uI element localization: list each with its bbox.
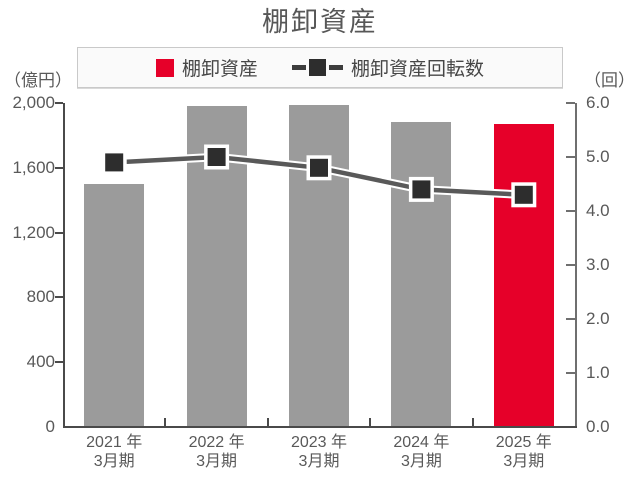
bar-2024年3月期 bbox=[391, 122, 452, 427]
legend-item-turnover: 棚卸資産回転数 bbox=[292, 54, 484, 81]
line-marker-2021年3月期 bbox=[101, 149, 127, 175]
left-axis-tick bbox=[55, 231, 63, 234]
x-axis-tick bbox=[266, 418, 269, 426]
x-axis-category-label: 2023 年 3月期 bbox=[290, 434, 348, 470]
line-marker-icon bbox=[292, 59, 343, 76]
left-axis-tick-label: 400 bbox=[26, 352, 55, 372]
dash-icon bbox=[292, 65, 306, 70]
right-axis-tick-label: 5.0 bbox=[586, 147, 610, 166]
legend-label: 棚卸資産回転数 bbox=[351, 59, 485, 80]
right-axis-tick bbox=[566, 372, 575, 374]
right-axis-tick-label: 0.0 bbox=[586, 417, 610, 436]
line-marker-2021年3月期 bbox=[105, 153, 124, 172]
left-axis-tick-label: 0 bbox=[45, 417, 55, 436]
left-axis-tick bbox=[55, 361, 63, 364]
right-axis-unit-label: （回） bbox=[584, 71, 635, 90]
right-y-axis bbox=[575, 103, 577, 427]
chart-title: 棚卸資産 bbox=[262, 7, 378, 37]
legend-label: 棚卸資産 bbox=[181, 59, 258, 80]
square-marker-icon bbox=[309, 59, 326, 76]
x-axis bbox=[63, 426, 577, 428]
x-axis-tick bbox=[164, 418, 167, 426]
legend: 棚卸資産 棚卸資産回転数 bbox=[77, 47, 563, 88]
left-axis-tick bbox=[55, 166, 63, 169]
bar-2021年3月期 bbox=[84, 184, 145, 427]
right-axis-tick bbox=[566, 210, 575, 212]
right-axis-tick bbox=[566, 156, 575, 158]
x-axis-category-label: 2025 年 3月期 bbox=[495, 434, 552, 470]
dash-icon bbox=[329, 65, 343, 70]
x-axis-category-label: 2024 年 3月期 bbox=[393, 434, 450, 470]
left-axis-tick-label: 2,000 bbox=[12, 93, 55, 112]
left-y-axis bbox=[63, 103, 65, 427]
bar-2022年3月期 bbox=[186, 106, 247, 427]
x-axis-tick bbox=[369, 418, 372, 426]
right-axis-tick bbox=[566, 264, 575, 266]
right-axis-tick-label: 6.0 bbox=[586, 93, 610, 112]
left-axis-tick bbox=[55, 102, 63, 104]
left-axis-tick-label: 1,200 bbox=[12, 222, 55, 242]
right-axis-tick-label: 2.0 bbox=[586, 309, 610, 328]
left-axis-tick-label: 800 bbox=[26, 287, 55, 307]
x-axis-category-label: 2021 年 3月期 bbox=[86, 434, 143, 470]
bar-2025年3月期 bbox=[493, 124, 554, 427]
right-axis-tick bbox=[566, 318, 575, 320]
x-axis-category-label: 2022 年 3月期 bbox=[188, 434, 245, 470]
left-axis-unit-label: （億円） bbox=[4, 71, 72, 90]
bar-swatch-icon bbox=[155, 58, 174, 77]
x-axis-tick bbox=[471, 418, 474, 426]
left-axis-tick bbox=[55, 296, 63, 299]
right-axis-tick-label: 1.0 bbox=[586, 363, 610, 382]
bar-2023年3月期 bbox=[289, 104, 349, 427]
right-axis-tick bbox=[566, 102, 575, 104]
right-axis-tick-label: 4.0 bbox=[586, 201, 610, 220]
left-axis-tick-label: 1,600 bbox=[12, 157, 55, 177]
legend-item-inventory: 棚卸資産 bbox=[155, 54, 258, 81]
right-axis-tick-label: 3.0 bbox=[586, 255, 610, 274]
